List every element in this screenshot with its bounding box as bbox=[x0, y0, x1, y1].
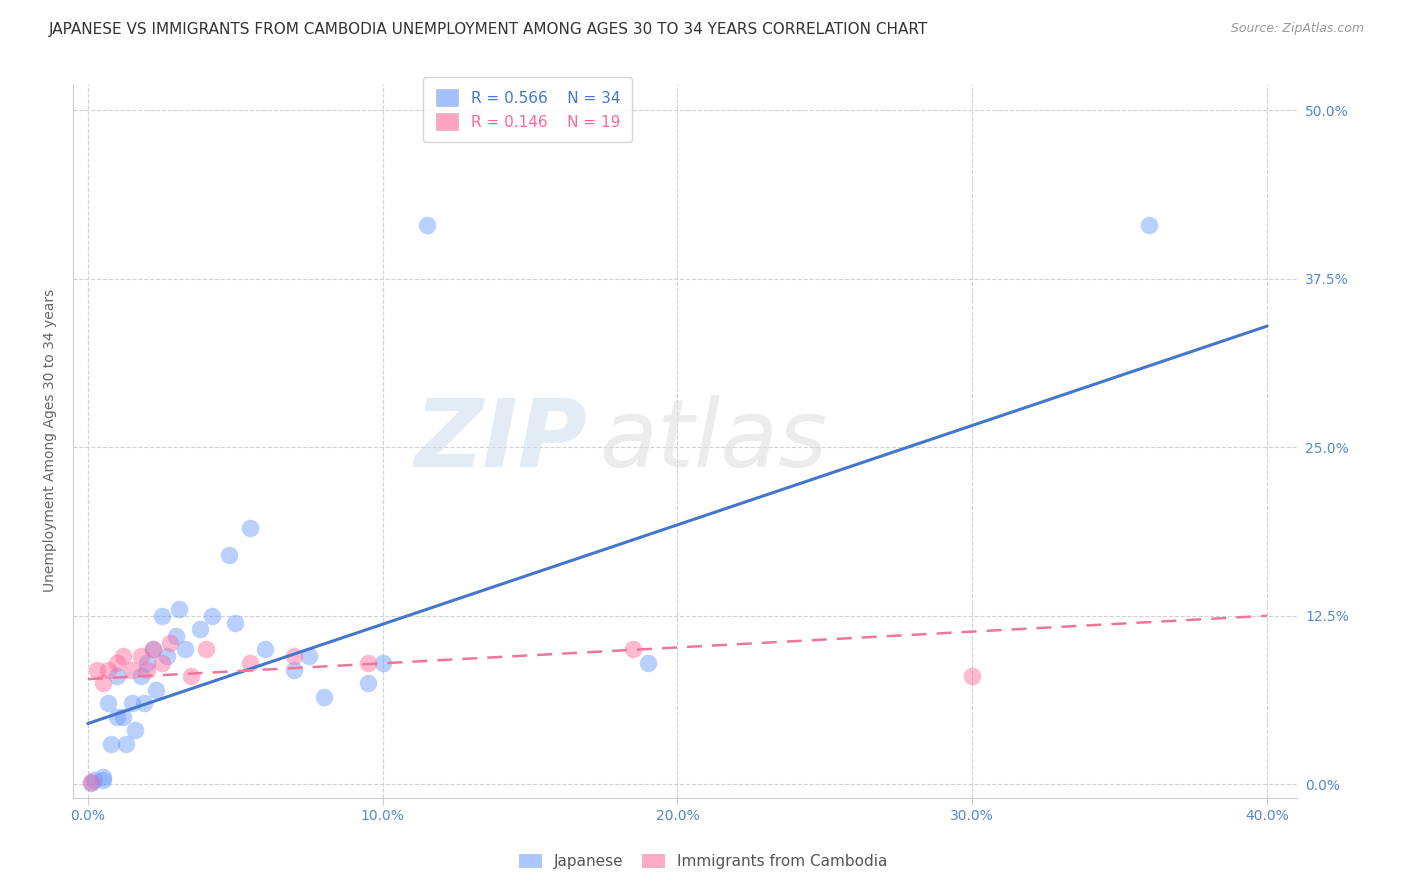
Point bbox=[962, 669, 984, 683]
Point bbox=[97, 663, 120, 677]
Point bbox=[100, 737, 122, 751]
Point bbox=[283, 663, 305, 677]
Point bbox=[416, 218, 439, 232]
Legend: R = 0.566    N = 34, R = 0.146    N = 19: R = 0.566 N = 34, R = 0.146 N = 19 bbox=[423, 77, 633, 143]
Point bbox=[357, 656, 380, 670]
Text: JAPANESE VS IMMIGRANTS FROM CAMBODIA UNEMPLOYMENT AMONG AGES 30 TO 34 YEARS CORR: JAPANESE VS IMMIGRANTS FROM CAMBODIA UNE… bbox=[49, 22, 928, 37]
Point bbox=[91, 771, 114, 785]
Point bbox=[150, 656, 173, 670]
Point bbox=[637, 656, 659, 670]
Text: ZIP: ZIP bbox=[415, 394, 586, 487]
Point bbox=[91, 773, 114, 788]
Point bbox=[132, 697, 155, 711]
Point bbox=[283, 649, 305, 664]
Point bbox=[298, 649, 321, 664]
Point bbox=[371, 656, 394, 670]
Point bbox=[105, 656, 128, 670]
Point bbox=[180, 669, 202, 683]
Point bbox=[156, 649, 179, 664]
Point bbox=[97, 697, 120, 711]
Point bbox=[224, 615, 246, 630]
Point bbox=[165, 629, 187, 643]
Point bbox=[80, 774, 103, 789]
Point bbox=[135, 656, 157, 670]
Point bbox=[312, 690, 335, 704]
Point bbox=[239, 656, 262, 670]
Point bbox=[129, 649, 152, 664]
Point bbox=[142, 642, 165, 657]
Point bbox=[105, 710, 128, 724]
Point bbox=[218, 548, 240, 562]
Point bbox=[121, 663, 143, 677]
Point bbox=[83, 773, 105, 788]
Point bbox=[621, 642, 644, 657]
Point bbox=[115, 737, 138, 751]
Point bbox=[201, 608, 224, 623]
Point bbox=[357, 676, 380, 690]
Point bbox=[239, 521, 262, 535]
Point bbox=[150, 608, 173, 623]
Point bbox=[253, 642, 276, 657]
Point bbox=[194, 642, 217, 657]
Point bbox=[124, 723, 146, 738]
Point bbox=[112, 710, 135, 724]
Point bbox=[188, 622, 211, 636]
Point bbox=[142, 642, 165, 657]
Point bbox=[91, 676, 114, 690]
Point bbox=[129, 669, 152, 683]
Point bbox=[121, 697, 143, 711]
Point bbox=[86, 663, 108, 677]
Point bbox=[135, 663, 157, 677]
Point bbox=[145, 682, 167, 697]
Text: Source: ZipAtlas.com: Source: ZipAtlas.com bbox=[1230, 22, 1364, 36]
Point bbox=[112, 649, 135, 664]
Point bbox=[174, 642, 197, 657]
Y-axis label: Unemployment Among Ages 30 to 34 years: Unemployment Among Ages 30 to 34 years bbox=[44, 289, 58, 592]
Legend: Japanese, Immigrants from Cambodia: Japanese, Immigrants from Cambodia bbox=[513, 847, 893, 875]
Point bbox=[1137, 218, 1160, 232]
Point bbox=[105, 669, 128, 683]
Point bbox=[80, 776, 103, 790]
Point bbox=[159, 636, 181, 650]
Point bbox=[167, 602, 190, 616]
Text: atlas: atlas bbox=[599, 395, 828, 486]
